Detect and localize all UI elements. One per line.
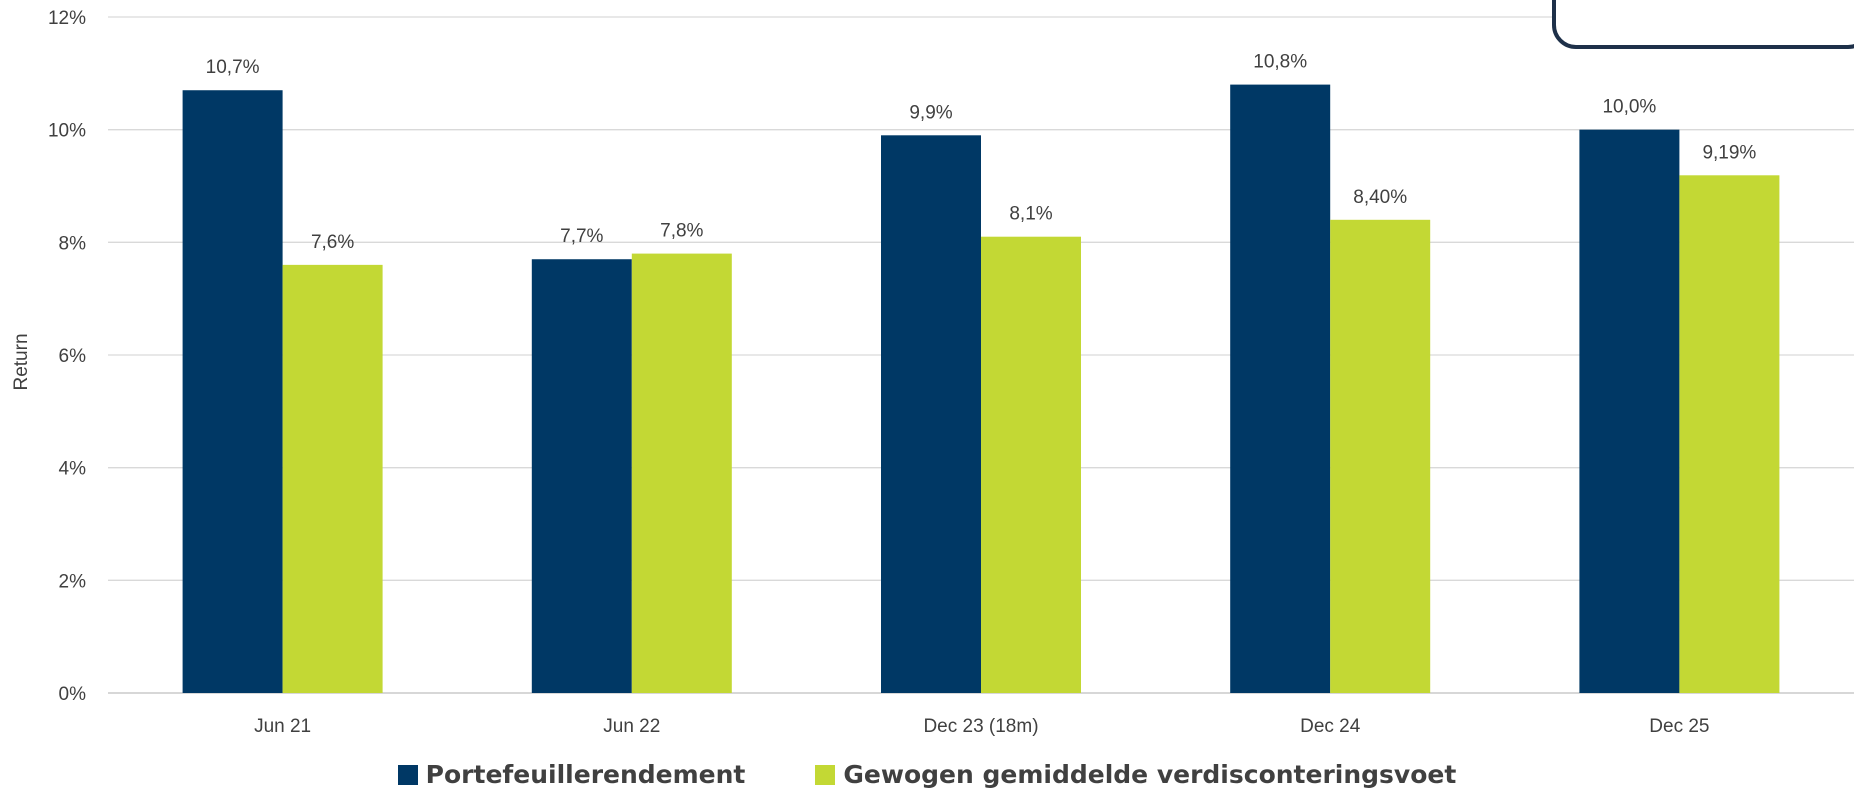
y-axis-ticks: 0% 2% 4% 6% 8% 10% 12% <box>48 8 86 705</box>
bar-portefeuillerendement <box>1579 129 1680 693</box>
legend-label-portefeuillerendement: Portefeuillerendement <box>425 760 746 789</box>
bar-portefeuillerendement <box>881 135 981 694</box>
data-labels: 10,7% 7,6% 7,7% 7,8% 9,9% 8,1% 10,8% 8,40% 10,0%… <box>206 52 1757 253</box>
legend-label-verdisconteringsvoet: Gewogen gemiddelde verdisconteringsvoet <box>843 760 1457 789</box>
bar-verdisconteringsvoet <box>282 264 383 693</box>
y-axis-title: Return <box>11 333 32 390</box>
y-tick-label: 10% <box>48 121 86 142</box>
data-label: 10,0% <box>1602 97 1656 118</box>
data-label: 9,19% <box>1702 142 1756 163</box>
data-label: 10,8% <box>1253 52 1307 73</box>
bar-verdisconteringsvoet <box>1679 175 1780 694</box>
bar-verdisconteringsvoet <box>1330 219 1431 694</box>
y-tick-label: 6% <box>59 346 87 367</box>
bar-portefeuillerendement <box>531 259 632 693</box>
x-tick-label: Dec 23 (18m) <box>923 716 1038 737</box>
y-tick-label: 8% <box>59 233 87 254</box>
legend-swatch-verdisconteringsvoet <box>815 764 836 785</box>
y-tick-label: 2% <box>59 571 87 592</box>
bar-portefeuillerendement <box>1230 84 1331 694</box>
bar-verdisconteringsvoet <box>631 253 732 693</box>
bars <box>182 84 1780 694</box>
legend: Portefeuillerendement Gewogen gemiddelde… <box>0 760 1854 789</box>
y-tick-label: 12% <box>48 8 86 29</box>
legend-item-verdisconteringsvoet: Gewogen gemiddelde verdisconteringsvoet <box>815 760 1456 789</box>
x-tick-label: Jun 22 <box>603 716 660 737</box>
x-axis-ticks: Jun 21 Jun 22 Dec 23 (18m) Dec 24 Dec 25 <box>254 716 1709 737</box>
corner-frame <box>1552 0 1854 49</box>
y-tick-label: 4% <box>59 459 87 480</box>
data-label: 7,8% <box>660 221 703 242</box>
legend-swatch-portefeuillerendement <box>397 764 418 785</box>
data-label: 7,6% <box>311 232 354 253</box>
data-label: 8,1% <box>1009 204 1052 225</box>
bar-verdisconteringsvoet <box>981 236 1081 693</box>
data-label: 9,9% <box>909 102 952 123</box>
y-tick-label: 0% <box>59 684 87 705</box>
data-label: 8,40% <box>1353 187 1407 208</box>
bar-portefeuillerendement <box>182 90 283 693</box>
x-tick-label: Dec 24 <box>1300 716 1361 737</box>
data-label: 10,7% <box>206 57 260 78</box>
data-label: 7,7% <box>560 226 603 247</box>
legend-item-portefeuillerendement: Portefeuillerendement <box>397 760 746 789</box>
x-tick-label: Dec 25 <box>1649 716 1709 737</box>
x-tick-label: Jun 21 <box>254 716 311 737</box>
